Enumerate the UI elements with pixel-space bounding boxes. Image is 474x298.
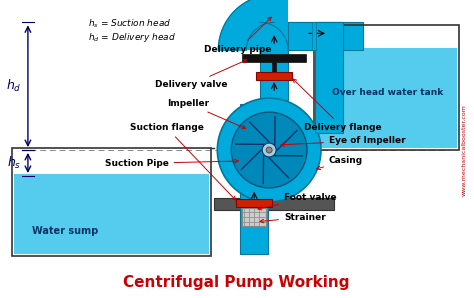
Bar bbox=[312, 22, 316, 50]
Bar bbox=[236, 199, 272, 207]
Bar bbox=[12, 148, 211, 256]
Text: Delivery pipe: Delivery pipe bbox=[204, 17, 272, 54]
Text: Casing: Casing bbox=[317, 156, 363, 170]
Text: Eye of Impeller: Eye of Impeller bbox=[281, 136, 406, 146]
Text: Foot valve: Foot valve bbox=[258, 193, 337, 210]
Text: Delivery valve: Delivery valve bbox=[155, 60, 246, 89]
Text: $h_d$: $h_d$ bbox=[6, 78, 22, 94]
Bar bbox=[256, 72, 292, 80]
Bar bbox=[288, 22, 363, 50]
Text: $h_s$ = Suction head: $h_s$ = Suction head bbox=[88, 17, 171, 30]
Text: Suction Pipe: Suction Pipe bbox=[105, 159, 238, 168]
Bar bbox=[242, 54, 306, 62]
Bar bbox=[260, 0, 288, 50]
Bar bbox=[14, 174, 210, 254]
Bar bbox=[232, 22, 288, 50]
Wedge shape bbox=[260, 22, 288, 50]
Polygon shape bbox=[219, 0, 274, 50]
Text: $h_d$ = Delivery head: $h_d$ = Delivery head bbox=[88, 31, 176, 44]
Circle shape bbox=[217, 98, 321, 202]
Bar bbox=[214, 198, 334, 210]
Text: Suction flange: Suction flange bbox=[129, 123, 236, 200]
Text: Delivery flange: Delivery flange bbox=[293, 79, 382, 132]
Bar bbox=[272, 62, 276, 78]
Text: $h_s$: $h_s$ bbox=[7, 155, 21, 171]
Text: Impeller: Impeller bbox=[167, 99, 246, 129]
Bar bbox=[242, 208, 266, 226]
Circle shape bbox=[231, 112, 307, 188]
Text: Water sump: Water sump bbox=[32, 226, 98, 236]
Bar bbox=[316, 48, 456, 148]
Text: Strainer: Strainer bbox=[260, 213, 326, 223]
Text: Over head water tank: Over head water tank bbox=[332, 88, 443, 97]
Bar bbox=[314, 25, 458, 150]
Bar bbox=[315, 22, 343, 133]
Bar bbox=[240, 104, 268, 254]
Bar bbox=[288, 22, 343, 50]
Circle shape bbox=[266, 147, 272, 153]
Text: Centrifugal Pump Working: Centrifugal Pump Working bbox=[123, 274, 349, 290]
Text: www.mechanicalbooster.com: www.mechanicalbooster.com bbox=[462, 104, 467, 196]
Bar bbox=[260, 24, 288, 100]
Circle shape bbox=[262, 143, 276, 157]
